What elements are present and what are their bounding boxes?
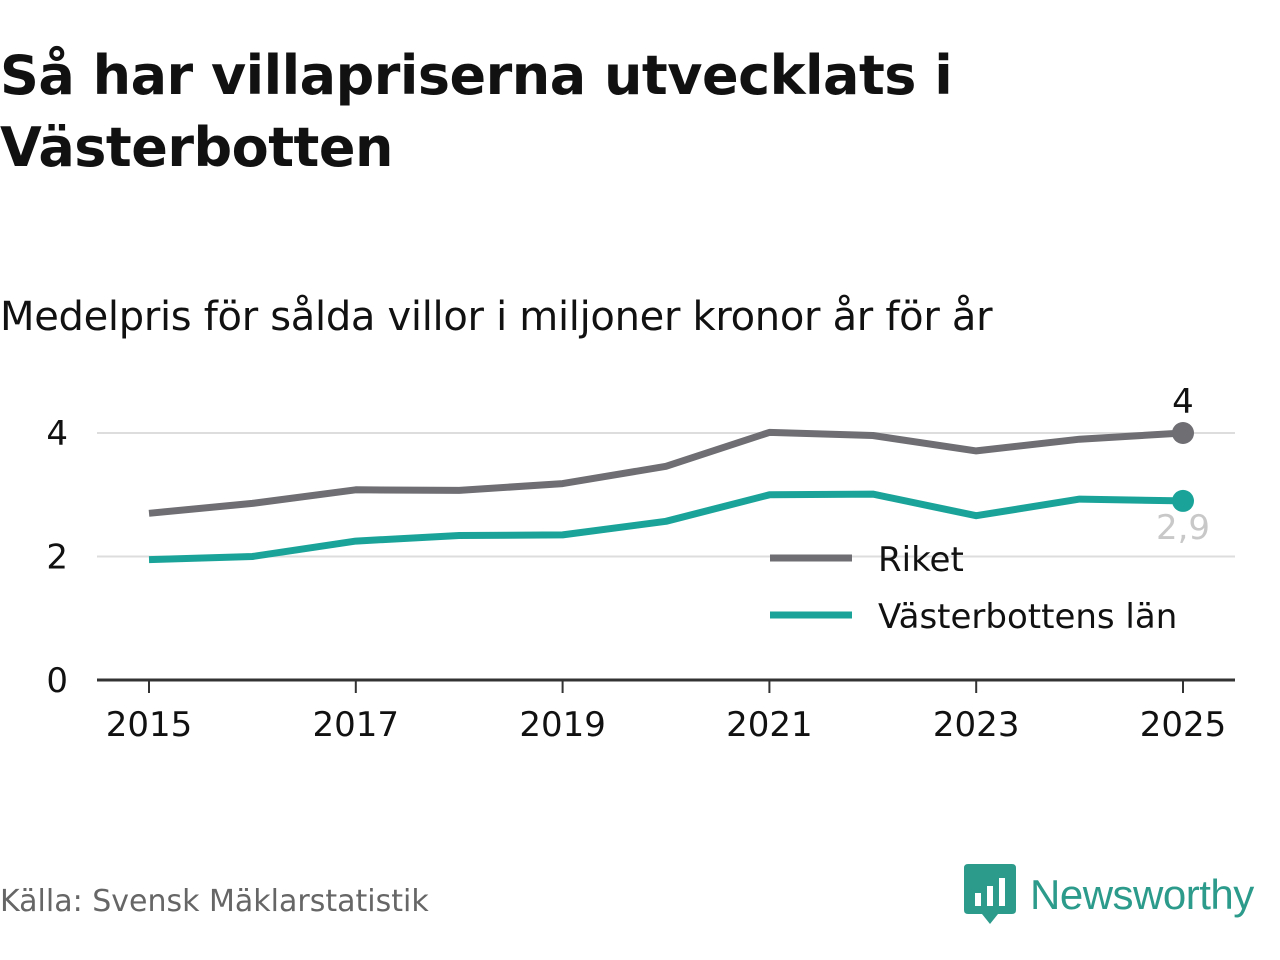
legend-label-vasterbotten: Västerbottens län (878, 597, 1177, 637)
chart-subtitle: Medelpris för sålda villor i miljoner kr… (0, 294, 993, 340)
x-tick-label-2015: 2015 (106, 705, 193, 745)
end-marker-vasterbotten (1172, 489, 1194, 512)
source-note: Källa: Svensk Mäklarstatistik (0, 884, 429, 919)
x-tick-label-2019: 2019 (519, 705, 606, 745)
series-line-vasterbotten (148, 490, 1184, 564)
end-label-riket: 4 (1172, 382, 1194, 422)
newsworthy-logo-icon (964, 864, 1016, 924)
x-tick-label-2021: 2021 (726, 705, 813, 745)
legend-label-riket: Riket (878, 540, 964, 580)
chart-title: Så har villapriserna utvecklats i Väster… (0, 44, 953, 179)
x-tick-label-2025: 2025 (1140, 705, 1227, 745)
y-tick-label-0: 0 (46, 661, 68, 701)
brand-logo: Newsworthy (964, 862, 1254, 928)
brand-name: Newsworthy (1030, 871, 1254, 918)
x-tick-label-2017: 2017 (313, 705, 400, 745)
y-tick-label-2: 2 (46, 538, 68, 578)
end-marker-riket (1172, 422, 1194, 444)
series-line-riket (148, 428, 1184, 517)
y-tick-label-4: 4 (46, 414, 68, 454)
x-tick-label-2023: 2023 (933, 705, 1020, 745)
end-label-vasterbotten: 2,9 (1156, 508, 1210, 548)
